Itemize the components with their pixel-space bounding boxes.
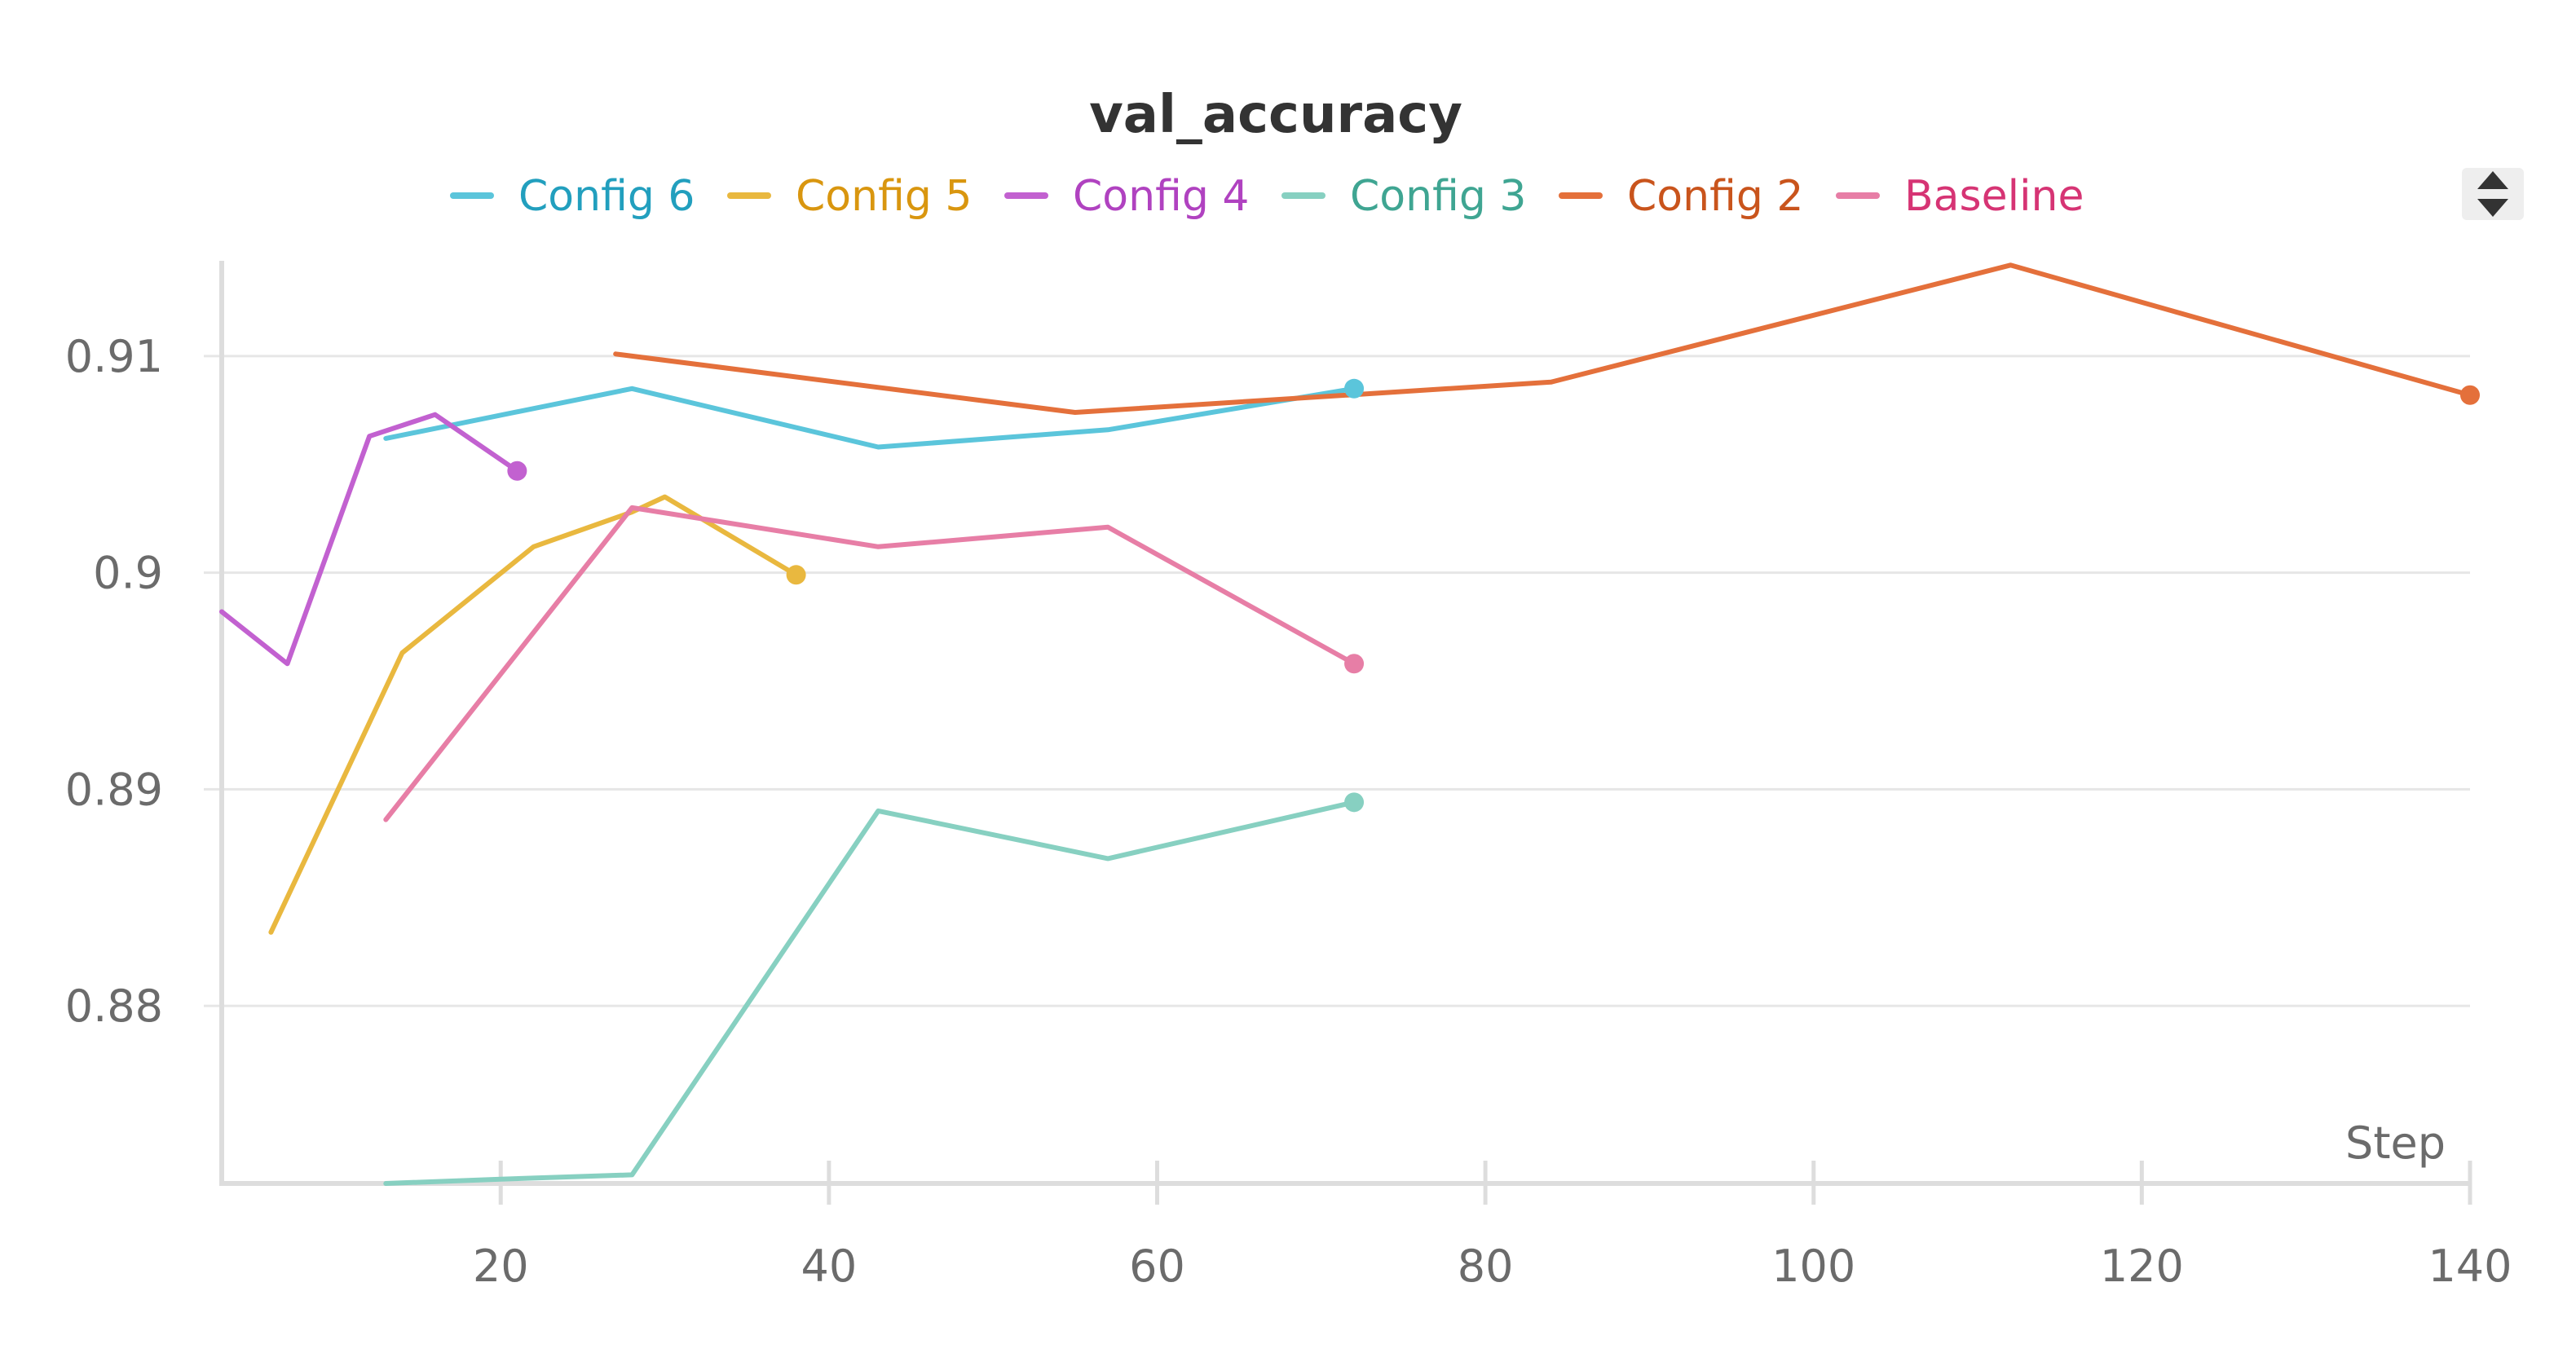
x-tick-label: 40 [801, 1241, 858, 1292]
x-tick-label: 100 [1771, 1241, 1855, 1292]
x-tick-label: 80 [1458, 1241, 1514, 1292]
series-lines [219, 262, 2472, 1186]
grid-lines [204, 355, 2470, 1007]
x-axis-title: Step [2345, 1117, 2446, 1169]
x-tick-label: 60 [1129, 1241, 1185, 1292]
y-tick-label: 0.9 [93, 548, 163, 599]
y-tick-label: 0.89 [65, 764, 163, 815]
legend-label: Config 2 [1627, 172, 1803, 221]
chevron-up-icon[interactable] [2477, 171, 2508, 189]
legend-label: Config 3 [1350, 172, 1526, 221]
series-end-point-config-4 [507, 461, 527, 481]
legend-label: Baseline [1904, 172, 2084, 221]
chart-title: val_accuracy [1089, 85, 1462, 145]
series-end-point-config-5 [786, 565, 806, 585]
series-line-config-3 [383, 800, 1357, 1186]
y-axis-ticks: 0.88 0.89 0.9 0.91 [65, 331, 163, 1032]
legend-label: Config 5 [796, 172, 972, 221]
legend-label: Config 4 [1073, 172, 1249, 221]
series-line-config-2 [613, 262, 2472, 415]
legend-item-config-4[interactable]: Config 4 [1004, 172, 1249, 221]
y-tick-label: 0.88 [65, 981, 163, 1032]
chevron-down-icon[interactable] [2477, 199, 2508, 217]
x-tick-label: 140 [2428, 1241, 2512, 1292]
series-end-point-config-6 [1344, 378, 1365, 399]
legend-label: Config 6 [518, 172, 695, 221]
series-end-point-baseline [1344, 654, 1365, 674]
series-line-config-5 [268, 494, 799, 935]
legend-scroll-toggle-background[interactable] [2462, 168, 2524, 220]
legend-item-config-2[interactable]: Config 2 [1559, 172, 1803, 221]
legend-item-config-3[interactable]: Config 3 [1281, 172, 1526, 221]
series-line-config-6 [383, 386, 1357, 450]
legend: Config 6 Config 5 Config 4 Config 3 Config 2… [450, 172, 2084, 221]
legend-item-baseline[interactable]: Baseline [1836, 172, 2084, 221]
series-line-config-4 [219, 412, 520, 667]
series-line-baseline [383, 505, 1357, 822]
legend-item-config-6[interactable]: Config 6 [450, 172, 695, 221]
series-end-point-config-3 [1344, 792, 1365, 813]
y-tick-label: 0.91 [65, 331, 163, 382]
legend-scroll-toggle[interactable] [2462, 168, 2524, 220]
legend-item-config-5[interactable]: Config 5 [727, 172, 972, 221]
x-axis-ticks: 20 40 60 80 100 120 140 [473, 1161, 2512, 1292]
x-tick-label: 20 [473, 1241, 529, 1292]
series-end-point-config-2 [2460, 385, 2480, 405]
x-tick-label: 120 [2100, 1241, 2184, 1292]
series-end-points [507, 378, 2480, 813]
